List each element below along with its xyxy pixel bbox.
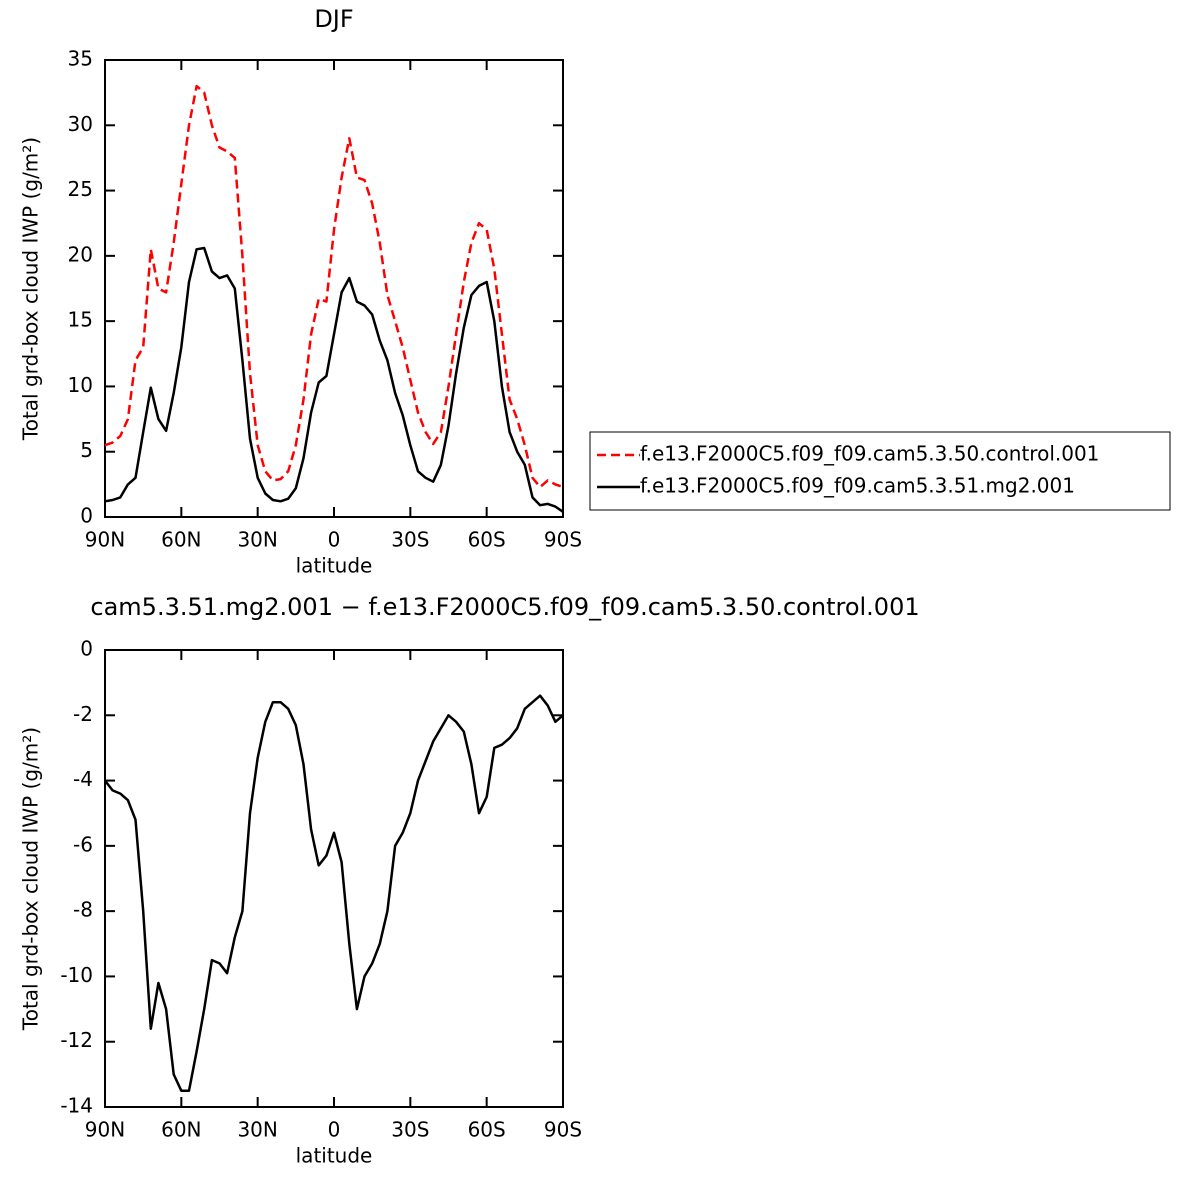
y-axis-label: Total grd-box cloud IWP (g/m²) [19, 727, 43, 1031]
y-tick-label: 5 [80, 438, 93, 462]
y-tick-label: -6 [73, 832, 93, 856]
plot-frame [104, 59, 564, 518]
x-tick-label: 90S [544, 528, 582, 552]
legend-box [589, 431, 1171, 511]
y-tick-label: 10 [68, 373, 93, 397]
x-tick-label: 30N [237, 528, 277, 552]
y-tick-label: 25 [68, 177, 93, 201]
x-axis-label: latitude [296, 1144, 373, 1168]
y-tick-label: 30 [68, 112, 93, 136]
x-tick-label: 90N [85, 528, 125, 552]
x-tick-label: 90N [85, 1118, 125, 1142]
plot-frame [104, 649, 564, 1108]
chart-title: cam5.3.51.mg2.001 − f.e13.F2000C5.f09_f0… [90, 593, 919, 621]
x-tick-label: 0 [328, 1118, 341, 1142]
y-tick-label: -12 [60, 1028, 93, 1052]
y-tick-label: -2 [73, 702, 93, 726]
x-tick-label: 90S [544, 1118, 582, 1142]
y-tick-label: 0 [80, 504, 93, 528]
x-tick-label: 60N [161, 1118, 201, 1142]
x-tick-label: 60N [161, 528, 201, 552]
y-tick-label: -14 [60, 1094, 93, 1118]
y-tick-label: 20 [68, 242, 93, 266]
y-tick-label: -4 [73, 767, 93, 791]
x-tick-label: 60S [468, 528, 506, 552]
x-tick-label: 60S [468, 1118, 506, 1142]
y-axis-label: Total grd-box cloud IWP (g/m²) [19, 137, 43, 441]
y-tick-label: -10 [60, 963, 93, 987]
chart-title: DJF [314, 5, 353, 33]
data-line [104, 84, 564, 489]
y-tick-label: -8 [73, 898, 93, 922]
x-tick-label: 30S [391, 1118, 429, 1142]
y-tick-label: 0 [80, 637, 93, 661]
y-tick-label: 15 [68, 308, 93, 332]
x-tick-label: 0 [328, 528, 341, 552]
legend-label: f.e13.F2000C5.f09_f09.cam5.3.51.mg2.001 [640, 474, 1075, 498]
x-tick-label: 30S [391, 528, 429, 552]
y-tick-label: 35 [68, 47, 93, 71]
legend-label: f.e13.F2000C5.f09_f09.cam5.3.50.control.… [640, 442, 1099, 466]
x-tick-label: 30N [237, 1118, 277, 1142]
data-line [104, 246, 564, 513]
x-axis-label: latitude [296, 554, 373, 578]
data-line [104, 694, 564, 1092]
